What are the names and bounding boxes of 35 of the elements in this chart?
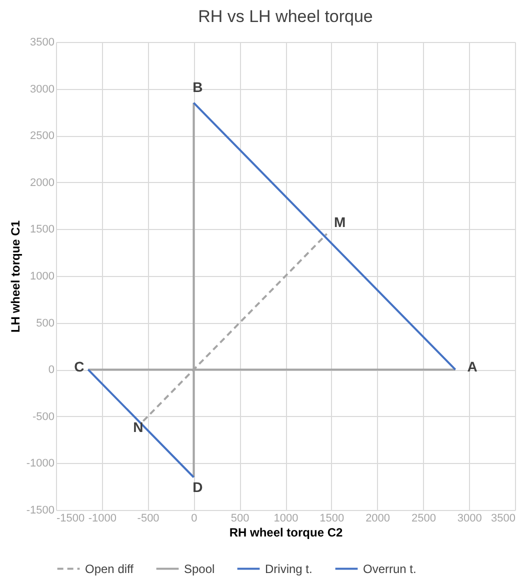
x-tick-label: 1500 bbox=[320, 512, 344, 524]
x-axis-title: RH wheel torque C2 bbox=[229, 526, 343, 540]
x-tick-label: 500 bbox=[230, 512, 250, 524]
annotation: D bbox=[192, 479, 203, 496]
annotation: C bbox=[74, 358, 84, 375]
y-tick-label: 1000 bbox=[30, 270, 54, 282]
y-tick-label: -500 bbox=[32, 410, 54, 423]
annotation: B bbox=[192, 78, 203, 95]
x-tick-label: 2500 bbox=[411, 512, 436, 524]
y-tick-label: 500 bbox=[36, 317, 54, 330]
x-tick-label: -500 bbox=[137, 512, 160, 524]
legend-label: Driving t. bbox=[265, 562, 312, 576]
y-tick-label: 2500 bbox=[30, 130, 54, 142]
x-tick-label: -1500 bbox=[56, 512, 85, 524]
annotation: M bbox=[334, 214, 346, 230]
y-tick-label: 0 bbox=[48, 364, 54, 376]
x-tick-label: -1000 bbox=[88, 512, 116, 524]
legend-label: Spool bbox=[184, 562, 215, 576]
y-tick-label: 3500 bbox=[30, 36, 54, 48]
y-tick-label: 2000 bbox=[30, 176, 54, 189]
chart-title: RH vs LH wheel torque bbox=[198, 7, 373, 26]
y-tick-label: 1500 bbox=[30, 224, 54, 236]
y-axis-title: LH wheel torque C1 bbox=[8, 220, 22, 333]
x-tick-label: 0 bbox=[191, 512, 198, 524]
y-tick-label: -1000 bbox=[26, 458, 54, 470]
legend-label: Overrun t. bbox=[363, 562, 416, 576]
annotation: N bbox=[133, 419, 144, 436]
annotation: A bbox=[467, 358, 478, 375]
x-tick-label: 3000 bbox=[457, 512, 482, 524]
y-tick-label: -1500 bbox=[26, 504, 54, 516]
x-tick-label: 2000 bbox=[366, 512, 390, 524]
y-tick-label: 3000 bbox=[30, 83, 54, 96]
x-tick-label: 3500 bbox=[491, 512, 516, 524]
x-tick-label: 1000 bbox=[274, 512, 298, 524]
legend-label: Open diff bbox=[85, 562, 134, 576]
